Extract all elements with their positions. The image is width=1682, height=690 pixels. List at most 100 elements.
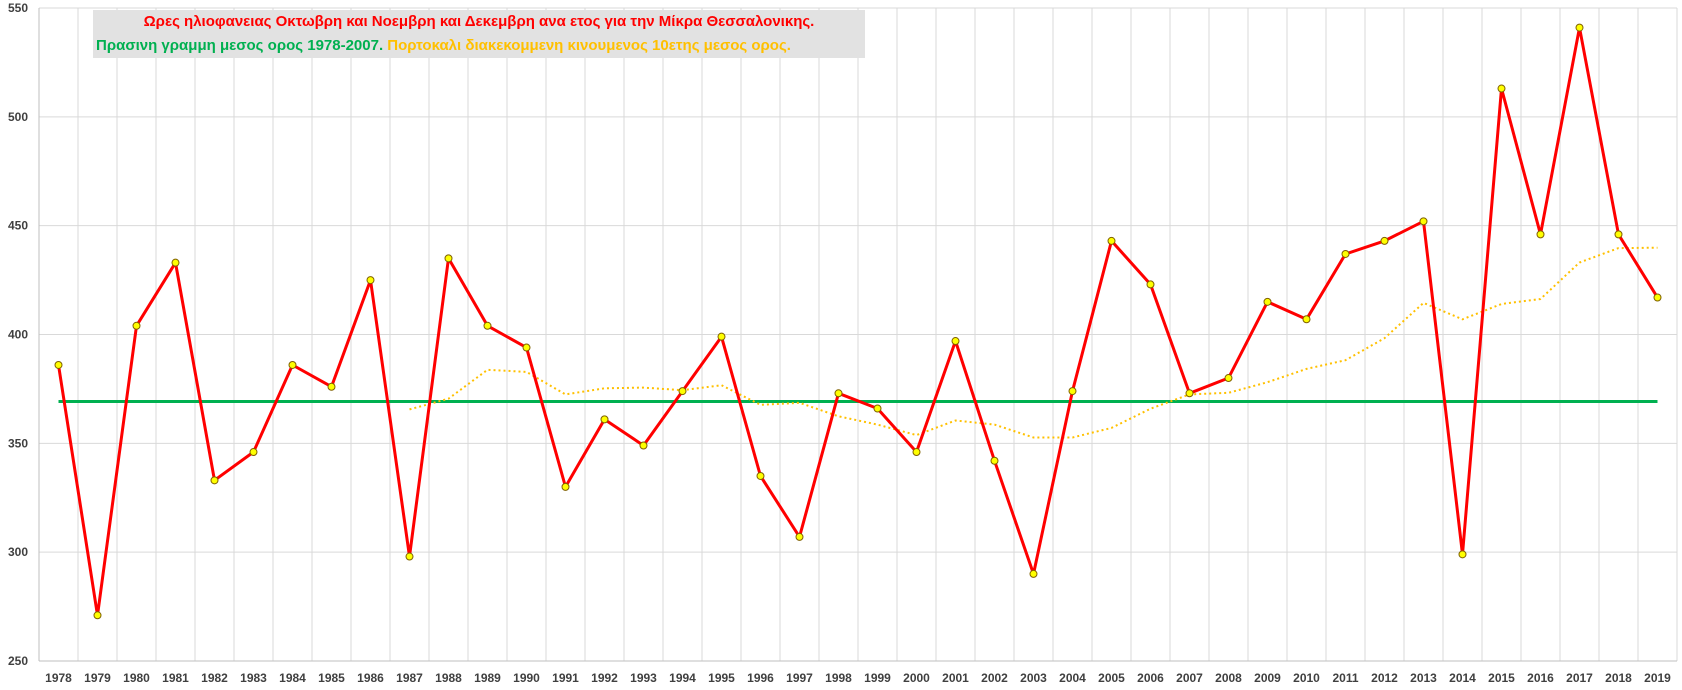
yearly-sunshine-line — [57, 26, 1659, 617]
y-tick-label: 350 — [8, 436, 28, 450]
data-point-2011 — [1341, 249, 1350, 258]
data-point-1986 — [366, 276, 375, 285]
x-tick-label: 1993 — [630, 671, 657, 685]
x-tick-label: 1984 — [279, 671, 306, 685]
data-point-2009 — [1263, 297, 1272, 306]
x-tick-label: 1998 — [825, 671, 852, 685]
data-point-1984 — [288, 360, 297, 369]
data-point-1983 — [249, 448, 258, 457]
y-tick-label: 250 — [8, 654, 28, 668]
data-point-2012 — [1380, 236, 1389, 245]
y-tick-label: 450 — [8, 219, 28, 233]
x-tick-label: 2010 — [1293, 671, 1320, 685]
data-point-1995 — [717, 332, 726, 341]
data-point-2007 — [1185, 389, 1194, 398]
x-tick-label: 1997 — [786, 671, 813, 685]
x-tick-label: 2003 — [1020, 671, 1047, 685]
data-point-1982 — [210, 476, 219, 485]
x-tick-label: 1978 — [45, 671, 72, 685]
x-tick-label: 2000 — [903, 671, 930, 685]
x-tick-label: 2005 — [1098, 671, 1125, 685]
x-tick-label: 1980 — [123, 671, 150, 685]
x-tick-label: 1979 — [84, 671, 111, 685]
data-point-1980 — [132, 321, 141, 330]
x-tick-label: 1992 — [591, 671, 618, 685]
x-tick-label: 2016 — [1527, 671, 1554, 685]
x-tick-label: 1986 — [357, 671, 384, 685]
x-tick-label: 1994 — [669, 671, 696, 685]
data-point-1996 — [756, 471, 765, 480]
data-point-2000 — [912, 448, 921, 457]
x-tick-label: 1987 — [396, 671, 423, 685]
x-tick-label: 1981 — [162, 671, 189, 685]
y-tick-label: 500 — [8, 110, 28, 124]
chart-subtitle: Πρασινη γραμμη μεσος ορος 1978-2007. Πορ… — [96, 37, 791, 54]
x-tick-label: 2007 — [1176, 671, 1203, 685]
x-tick-label: 1991 — [552, 671, 579, 685]
data-point-2015 — [1497, 84, 1506, 93]
x-tick-labels: 1978 1979 1980 1981 1982 1983 1984 1985 1986 1987… — [45, 671, 1671, 685]
x-tick-label: 2013 — [1410, 671, 1437, 685]
data-point-2005 — [1107, 236, 1116, 245]
x-tick-label: 2018 — [1605, 671, 1632, 685]
y-tick-label: 550 — [8, 1, 28, 15]
x-tick-label: 2002 — [981, 671, 1008, 685]
x-tick-label: 1989 — [474, 671, 501, 685]
data-point-1979 — [93, 611, 102, 620]
x-tick-label: 2009 — [1254, 671, 1281, 685]
chart-title-box: Ωρες ηλιοφανειας Οκτωβρη και Νοεμβρη και… — [93, 10, 865, 58]
data-point-1981 — [171, 258, 180, 267]
subtitle-green: Πρασινη γραμμη μεσος ορος 1978-2007. — [96, 37, 384, 54]
data-point-1988 — [444, 254, 453, 263]
data-point-2001 — [951, 337, 960, 346]
x-tick-label: 1983 — [240, 671, 267, 685]
data-point-2010 — [1302, 315, 1311, 324]
data-point-2019 — [1653, 293, 1662, 302]
data-point-1989 — [483, 321, 492, 330]
data-point-1985 — [327, 382, 336, 391]
chart-axes — [38, 8, 1677, 662]
x-tick-label: 1995 — [708, 671, 735, 685]
data-point-1993 — [639, 441, 648, 450]
data-point-2004 — [1068, 387, 1077, 396]
data-point-2017 — [1575, 23, 1584, 32]
chart-title: Ωρες ηλιοφανειας Οκτωβρη και Νοεμβρη και… — [143, 13, 815, 30]
data-point-2013 — [1419, 217, 1428, 226]
moving-average-polyline — [409, 246, 1658, 439]
x-tick-label: 1999 — [864, 671, 891, 685]
x-tick-label: 2014 — [1449, 671, 1476, 685]
x-tick-label: 2006 — [1137, 671, 1164, 685]
data-point-2016 — [1536, 230, 1545, 239]
x-tick-label: 1985 — [318, 671, 345, 685]
data-point-2003 — [1029, 569, 1038, 578]
y-tick-label: 300 — [8, 545, 28, 559]
x-tick-label: 2019 — [1644, 671, 1671, 685]
x-tick-label: 2008 — [1215, 671, 1242, 685]
data-point-1992 — [600, 415, 609, 424]
data-point-1987 — [405, 552, 414, 561]
data-point-2002 — [990, 456, 999, 465]
data-point-1991 — [561, 482, 570, 491]
x-tick-label: 1990 — [513, 671, 540, 685]
data-point-1998 — [834, 389, 843, 398]
data-point-2018 — [1614, 230, 1623, 239]
data-point-2008 — [1224, 374, 1233, 383]
data-point-2006 — [1146, 280, 1155, 289]
data-point-1999 — [873, 404, 882, 413]
x-tick-label: 2011 — [1332, 671, 1358, 685]
y-tick-label: 400 — [8, 328, 28, 342]
x-tick-label: 2004 — [1059, 671, 1086, 685]
y-tick-labels: 250 300 350 400 450 500 550 — [8, 1, 28, 668]
data-point-1978 — [54, 360, 63, 369]
data-point-1997 — [795, 532, 804, 541]
x-tick-label: 1982 — [201, 671, 228, 685]
yearly-sunshine-markers — [54, 23, 1662, 620]
x-tick-label: 2001 — [942, 671, 969, 685]
chart-grid — [38, 7, 1678, 662]
x-tick-label: 2015 — [1488, 671, 1515, 685]
subtitle-orange: Πορτοκαλι διακεκομμενη κινουμενος 10ετης… — [387, 37, 791, 54]
yearly-polyline — [57, 26, 1659, 617]
data-point-1990 — [522, 343, 531, 352]
x-tick-label: 1988 — [435, 671, 462, 685]
